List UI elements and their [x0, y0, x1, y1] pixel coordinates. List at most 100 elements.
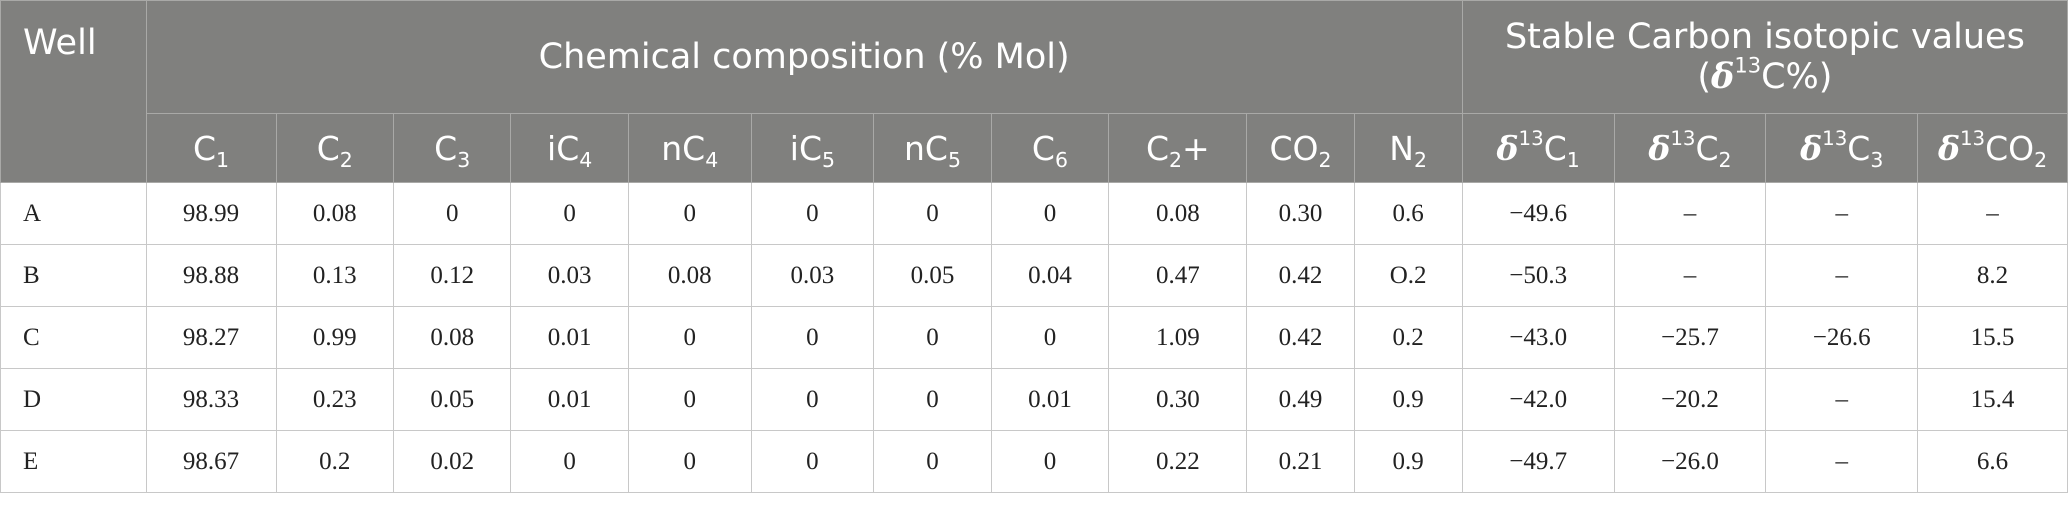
table-cell: 0.05: [873, 244, 992, 307]
well-cell: C: [0, 306, 147, 369]
isotope-column-subscript: 2: [1718, 147, 1732, 172]
column-header-subscript: 5: [947, 147, 961, 172]
isotope-column-symbol: C: [1695, 128, 1719, 168]
table-cell: −26.6: [1765, 306, 1919, 369]
table-cell: 0: [990, 430, 1110, 493]
table-cell: 0: [627, 306, 752, 369]
column-header-symbol: C: [316, 128, 340, 168]
isotope-column-superscript: 13: [1518, 126, 1544, 150]
isotope-column-header: δ13CO2: [1917, 113, 2068, 183]
column-header-symbol: C: [192, 128, 217, 168]
table-cell: −49.6: [1461, 182, 1615, 245]
column-header-subscript: 2: [1413, 147, 1427, 172]
column-header: nC4: [627, 113, 752, 183]
table-cell: 98.27: [145, 306, 277, 369]
table-cell: 0: [627, 182, 752, 245]
column-header: iC5: [750, 113, 875, 183]
table-cell: 98.99: [145, 182, 277, 245]
table-cell: −25.7: [1613, 306, 1767, 369]
isotope-values-label: Stable Carbon isotopic values: [1504, 17, 2025, 57]
delta-symbol: δ: [1800, 128, 1823, 168]
column-header-subscript: 1: [216, 147, 230, 172]
chemical-composition-header: Chemical composition (% Mol): [145, 0, 1463, 114]
column-header-row: C1 C2 C3 iC4 nC4 iC5 nC5 C6 C2+ CO2 N2 δ13C1 δ13C2 δ1…: [1, 113, 2068, 183]
table-cell: 0.9: [1353, 430, 1463, 493]
column-header-subscript: 2: [1169, 147, 1183, 172]
table-cell: 0: [510, 430, 629, 493]
table-cell: 0.13: [275, 244, 394, 307]
column-header-subscript: 6: [1054, 147, 1068, 172]
table-cell: 8.2: [1917, 244, 2068, 307]
column-header-symbol: nC: [903, 128, 948, 168]
table-cell: 98.33: [145, 368, 277, 431]
isotope-column-subscript: 2: [2034, 147, 2048, 172]
table-cell: −20.2: [1613, 368, 1767, 431]
table-cell: 15.4: [1917, 368, 2068, 431]
table-cell: 0.03: [750, 244, 875, 307]
table-cell: 0.2: [1353, 306, 1463, 369]
table-cell: 0: [873, 182, 992, 245]
table-cell: 0.42: [1246, 306, 1355, 369]
column-header: N2: [1353, 113, 1463, 183]
well-cell: E: [0, 430, 147, 493]
table-cell: 0.08: [1108, 182, 1248, 245]
table-cell: −43.0: [1461, 306, 1615, 369]
isotope-column-header: δ13C1: [1461, 113, 1615, 183]
isotope-column-superscript: 13: [1670, 126, 1696, 150]
column-header-symbol: iC: [789, 128, 823, 168]
column-header: nC5: [873, 113, 992, 183]
column-header-symbol: N: [1389, 128, 1414, 168]
column-header: CO2: [1246, 113, 1355, 183]
delta-symbol: δ: [1496, 128, 1519, 168]
table-cell: 0.08: [392, 306, 512, 369]
table-cell: −50.3: [1461, 244, 1615, 307]
isotope-column-superscript: 13: [1959, 126, 1986, 150]
table-cell: 0.9: [1353, 368, 1463, 431]
column-header-symbol: C: [434, 128, 458, 168]
column-header-symbol: CO: [1269, 128, 1319, 168]
table-cell: 98.67: [145, 430, 277, 493]
table-cell: 0: [873, 430, 992, 493]
header-group-row: Well Chemical composition (% Mol) Stable…: [0, 0, 2068, 183]
well-cell: A: [0, 182, 147, 245]
table-cell: 0: [873, 368, 992, 431]
table-cell: 6.6: [1917, 430, 2068, 493]
table-cell: 0: [510, 182, 629, 245]
isotope-column-subscript: 1: [1566, 147, 1580, 172]
table-cell: –: [1765, 430, 1919, 493]
table-cell: –: [1917, 182, 2068, 245]
table-row: C 98.27 0.99 0.08 0.01 0 0 0 0 1.09 0.42 0.2 −43.0 −2…: [0, 306, 2068, 369]
table-cell: 0.21: [1246, 430, 1355, 493]
table-cell: 0.42: [1246, 244, 1355, 307]
isotope-column-symbol: C: [1847, 128, 1871, 168]
table-cell: 0.12: [392, 244, 512, 307]
delta-symbol: δ: [1648, 128, 1671, 168]
table-cell: –: [1613, 182, 1767, 245]
isotope-delta-symbol: δ: [1710, 56, 1735, 97]
column-header: C1: [145, 113, 277, 183]
isotope-values-header: Stable Carbon isotopic values (δ13C%): [1461, 0, 2068, 114]
isotope-paren-open: (: [1697, 57, 1711, 97]
table-cell: 0.99: [275, 306, 394, 369]
isotope-column-superscript: 13: [1822, 126, 1848, 150]
table-cell: 0.01: [510, 306, 629, 369]
well-cell: B: [0, 244, 147, 307]
table-cell: 0: [750, 368, 875, 431]
column-header: C3: [392, 113, 512, 183]
column-header-suffix: +: [1182, 128, 1210, 168]
table-row: B 98.88 0.13 0.12 0.03 0.08 0.03 0.05 0.04 0.47 0.…: [0, 244, 2068, 307]
gas-composition-table: Well Chemical composition (% Mol) Stable…: [0, 0, 2068, 493]
column-header-symbol: C: [1145, 128, 1169, 168]
well-column-header: Well: [0, 0, 147, 183]
table-cell: 15.5: [1917, 306, 2068, 369]
table-cell: 1.09: [1108, 306, 1248, 369]
table-cell: O.2: [1353, 244, 1463, 307]
table-cell: 0: [990, 306, 1110, 369]
table-cell: 0.23: [275, 368, 394, 431]
table-cell: –: [1765, 182, 1919, 245]
table-cell: –: [1613, 244, 1767, 307]
column-header: C2+: [1108, 113, 1248, 183]
table-cell: 0: [750, 306, 875, 369]
column-header: C2: [275, 113, 394, 183]
table-cell: 0.08: [275, 182, 394, 245]
